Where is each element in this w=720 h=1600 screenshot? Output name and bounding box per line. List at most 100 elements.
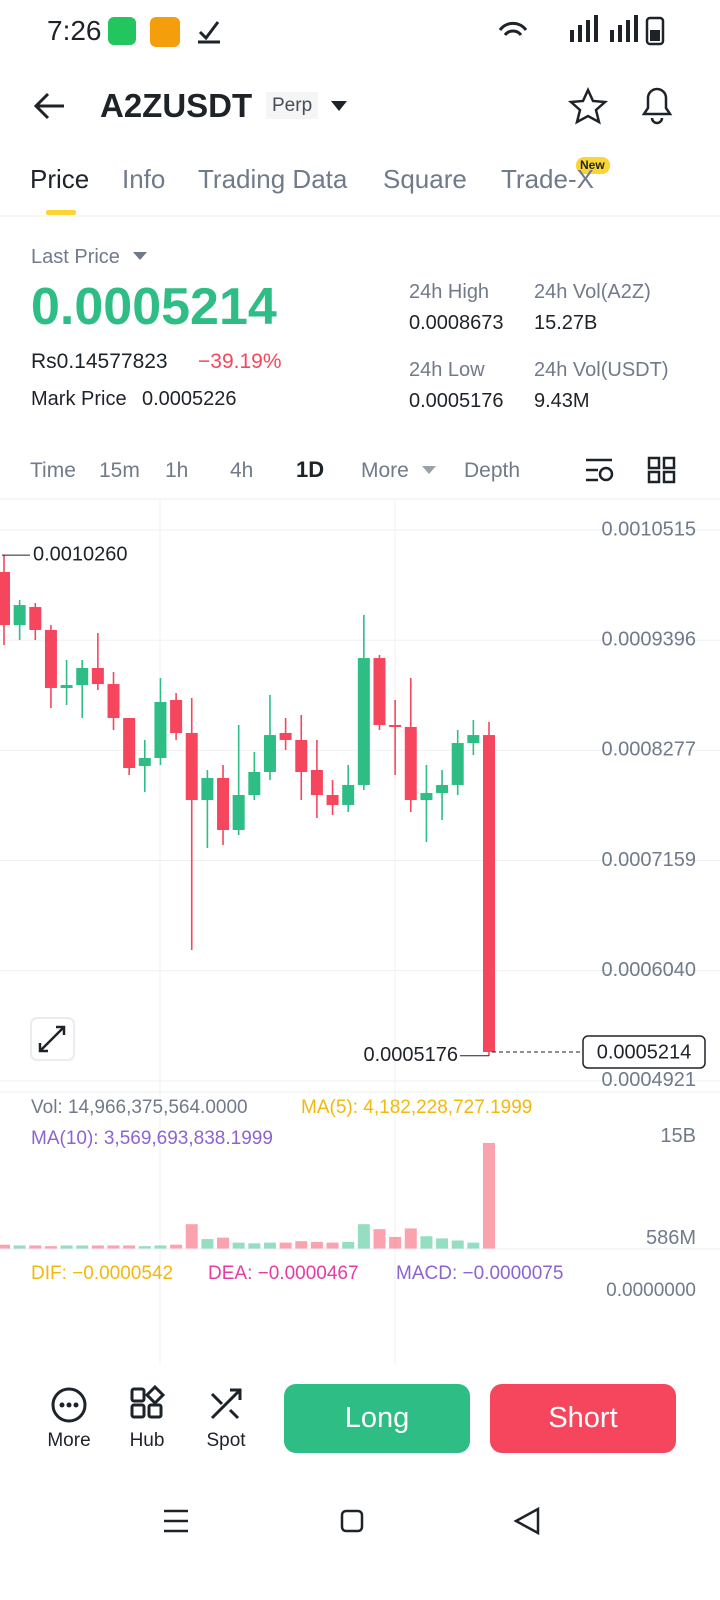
volume-bar: [201, 1239, 214, 1249]
interval-active[interactable]: 1D: [296, 457, 325, 482]
stat-label: 24h Low: [409, 359, 485, 381]
dropdown-arrow[interactable]: [422, 466, 436, 474]
candle-body: [0, 571, 10, 626]
candle-body: [13, 605, 26, 626]
tab[interactable]: Info: [122, 164, 166, 194]
candle-body: [123, 718, 136, 769]
candle-body: [404, 726, 417, 801]
hub-icon[interactable]: [130, 1384, 166, 1419]
candle-body: [232, 795, 245, 830]
last-price-label[interactable]: Last Price: [31, 246, 120, 268]
candle-body: [44, 629, 57, 688]
macd-label: MACD: −0.0000075: [396, 1263, 564, 1284]
volume-bar: [138, 1246, 151, 1249]
battery-icon: [645, 16, 665, 46]
menu-nav[interactable]: [164, 1509, 188, 1533]
dropdown-arrow[interactable]: [331, 101, 347, 111]
dropdown-arrow[interactable]: [133, 252, 147, 260]
more-icon[interactable]: [51, 1387, 87, 1423]
volume-bar: [154, 1245, 167, 1249]
interval[interactable]: 1h: [165, 459, 189, 482]
volume-bar: [29, 1245, 42, 1249]
candle-body: [342, 784, 355, 805]
home-nav[interactable]: [340, 1509, 364, 1533]
volume-bar: [436, 1238, 449, 1249]
price-change: −39.19%: [198, 350, 282, 373]
app-icon: [150, 17, 180, 47]
volume-bar: [467, 1242, 480, 1249]
volume-bar: [404, 1228, 417, 1249]
candle-body: [326, 795, 339, 805]
symbol: A2ZUSDT: [100, 87, 253, 124]
settings-icon[interactable]: [586, 458, 614, 482]
candle-body: [60, 685, 73, 688]
candle-body: [389, 725, 402, 727]
tab[interactable]: Square: [383, 164, 467, 194]
volume-bar: [389, 1236, 402, 1249]
favorite-button[interactable]: [567, 86, 609, 125]
y-tick-label: 0.0008277: [601, 739, 696, 761]
expand-icon: [38, 1025, 66, 1053]
check-icon: [198, 21, 220, 44]
more-icon-dot: [59, 1402, 65, 1408]
contract-tag: Perp: [266, 92, 319, 119]
candle-body: [201, 777, 214, 801]
action-label[interactable]: Spot: [206, 1430, 246, 1451]
signal-icon: [626, 20, 630, 42]
volume-bar: [0, 1244, 10, 1249]
y-tick-label: 0.0004921: [601, 1069, 696, 1091]
short-button[interactable]: Short: [490, 1384, 676, 1453]
tab-indicator: [46, 210, 76, 215]
candle-body: [467, 735, 480, 744]
candle-body: [295, 739, 308, 772]
candle-body: [483, 735, 495, 1053]
interval[interactable]: 15m: [99, 459, 140, 482]
spot-icon[interactable]: [210, 1388, 242, 1420]
action-label[interactable]: Hub: [129, 1430, 165, 1451]
volume-bar: [373, 1229, 386, 1249]
stat-label: 24h Vol(USDT): [534, 359, 669, 381]
tab[interactable]: Trading Data: [198, 164, 348, 194]
volume-bar: [60, 1245, 73, 1249]
volume-bar: [483, 1142, 495, 1249]
interval[interactable]: Depth: [464, 459, 521, 482]
signal-icon: [594, 15, 598, 42]
tab[interactable]: Trade-X: [501, 164, 594, 194]
volume-bar: [263, 1242, 276, 1249]
interval[interactable]: Time: [30, 459, 76, 482]
volume-bar: [342, 1241, 355, 1249]
candle-body: [263, 735, 276, 772]
volume-bar: [76, 1245, 89, 1249]
tab[interactable]: Price: [30, 164, 90, 194]
layout-icon[interactable]: [647, 456, 676, 484]
volume-bar: [107, 1245, 120, 1249]
volume-bar: [326, 1242, 339, 1249]
alert-button[interactable]: [641, 87, 673, 125]
candle-body: [420, 793, 433, 801]
last-price-box: [582, 1035, 706, 1069]
signal-icon: [570, 30, 574, 42]
action-label[interactable]: More: [47, 1430, 91, 1451]
high-marker-label: 0.0010260: [33, 543, 128, 565]
stat-value: 0.0008673: [409, 312, 504, 334]
mark-price: 0.0005226: [142, 388, 237, 410]
stat-label: 24h High: [409, 281, 490, 303]
y-tick-label: 15B: [660, 1125, 696, 1147]
back-button[interactable]: [33, 92, 64, 120]
signal-icon: [578, 25, 582, 42]
interval[interactable]: 4h: [230, 459, 254, 482]
back-nav[interactable]: [513, 1506, 540, 1536]
last-price: 0.0005214: [31, 278, 277, 336]
low-marker-label: 0.0005176: [363, 1044, 458, 1066]
y-tick-label: 0.0010515: [601, 518, 696, 540]
signal-icon: [586, 20, 590, 42]
volume-bar: [170, 1244, 183, 1249]
interval[interactable]: More: [361, 459, 409, 482]
candle-body: [138, 757, 151, 766]
candle-body: [107, 684, 120, 719]
long-button[interactable]: Long: [284, 1384, 470, 1453]
ma5-label: MA(5): 4,182,228,727.1999: [301, 1097, 533, 1118]
